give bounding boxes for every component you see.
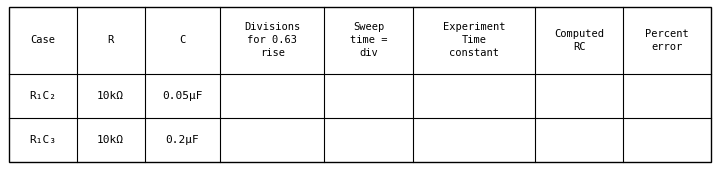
Text: 10kΩ: 10kΩ <box>97 135 124 145</box>
Text: Experiment
Time
constant: Experiment Time constant <box>443 22 505 58</box>
Text: R₁C₂: R₁C₂ <box>29 91 56 101</box>
Text: Percent
error: Percent error <box>645 29 689 52</box>
Text: Divisions
for 0.63
rise: Divisions for 0.63 rise <box>244 22 300 58</box>
Text: C: C <box>179 35 186 45</box>
Text: R₁C₃: R₁C₃ <box>29 135 56 145</box>
Text: 0.2μF: 0.2μF <box>166 135 199 145</box>
Text: Sweep
time =
div: Sweep time = div <box>350 22 387 58</box>
Text: 0.05μF: 0.05μF <box>162 91 202 101</box>
Text: R: R <box>107 35 114 45</box>
Text: Computed
RC: Computed RC <box>554 29 604 52</box>
Text: Case: Case <box>30 35 55 45</box>
Text: 10kΩ: 10kΩ <box>97 91 124 101</box>
